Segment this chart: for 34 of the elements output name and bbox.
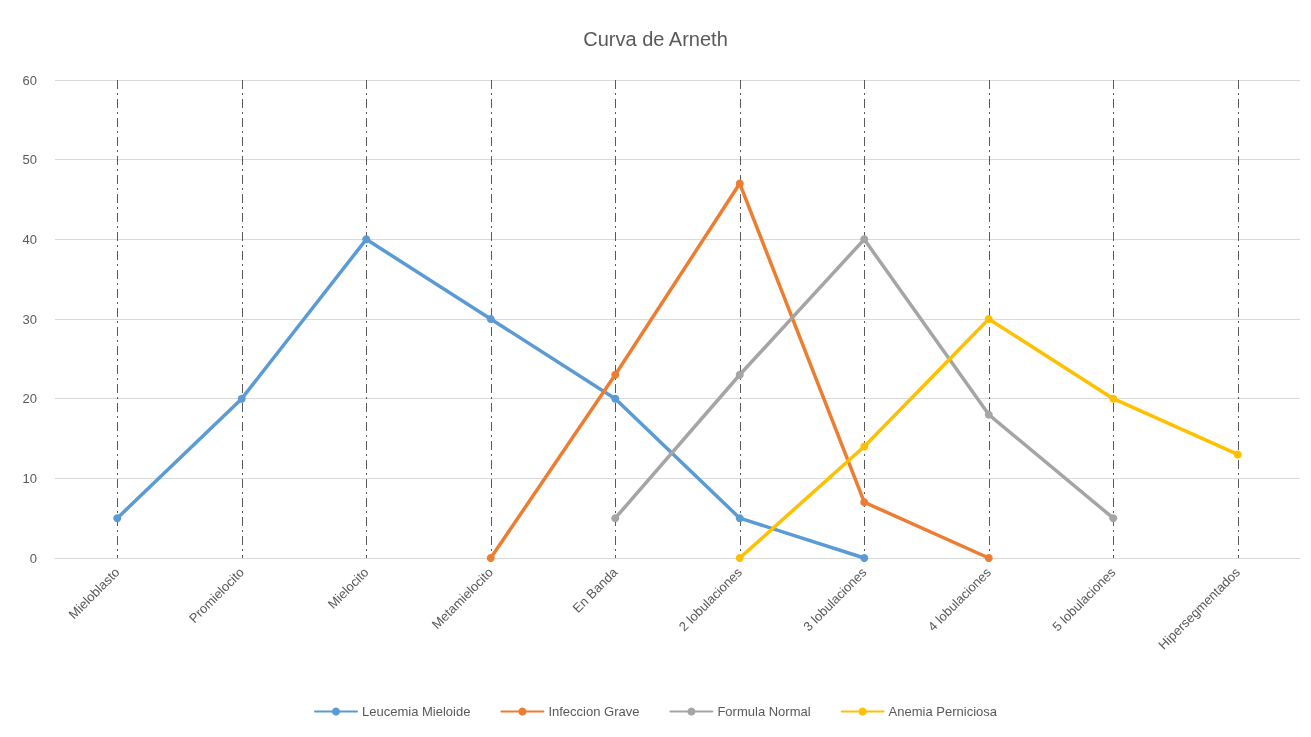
point <box>1233 450 1242 459</box>
point <box>486 554 495 562</box>
point <box>984 554 993 562</box>
legend-label: Formula Normal <box>717 704 811 719</box>
point <box>1109 514 1118 523</box>
chart-title: Curva de Arneth <box>583 28 728 50</box>
point <box>1109 394 1118 403</box>
point <box>984 410 993 419</box>
legend-label: Leucemia Mieloide <box>362 704 471 719</box>
point <box>611 514 620 523</box>
legend-label: Infeccion Grave <box>548 704 640 719</box>
y-tick-label: 30 <box>22 311 37 327</box>
point <box>860 235 869 244</box>
point <box>735 179 744 188</box>
point <box>860 442 869 451</box>
y-tick-label: 40 <box>22 231 37 247</box>
point <box>735 370 744 379</box>
y-tick-label: 0 <box>29 550 37 566</box>
point <box>984 315 993 323</box>
point <box>237 394 246 403</box>
point <box>486 315 495 323</box>
point <box>611 394 620 403</box>
legend-label: Anemia Perniciosa <box>888 704 998 719</box>
point <box>362 235 371 244</box>
point <box>860 498 869 507</box>
point <box>860 554 869 562</box>
y-tick-label: 50 <box>22 152 37 168</box>
point <box>735 514 744 523</box>
y-tick-label: 10 <box>22 470 37 486</box>
point <box>611 370 620 379</box>
y-tick-label: 20 <box>22 391 37 407</box>
y-tick-label: 60 <box>22 72 37 88</box>
point <box>113 514 122 523</box>
point <box>735 554 744 562</box>
